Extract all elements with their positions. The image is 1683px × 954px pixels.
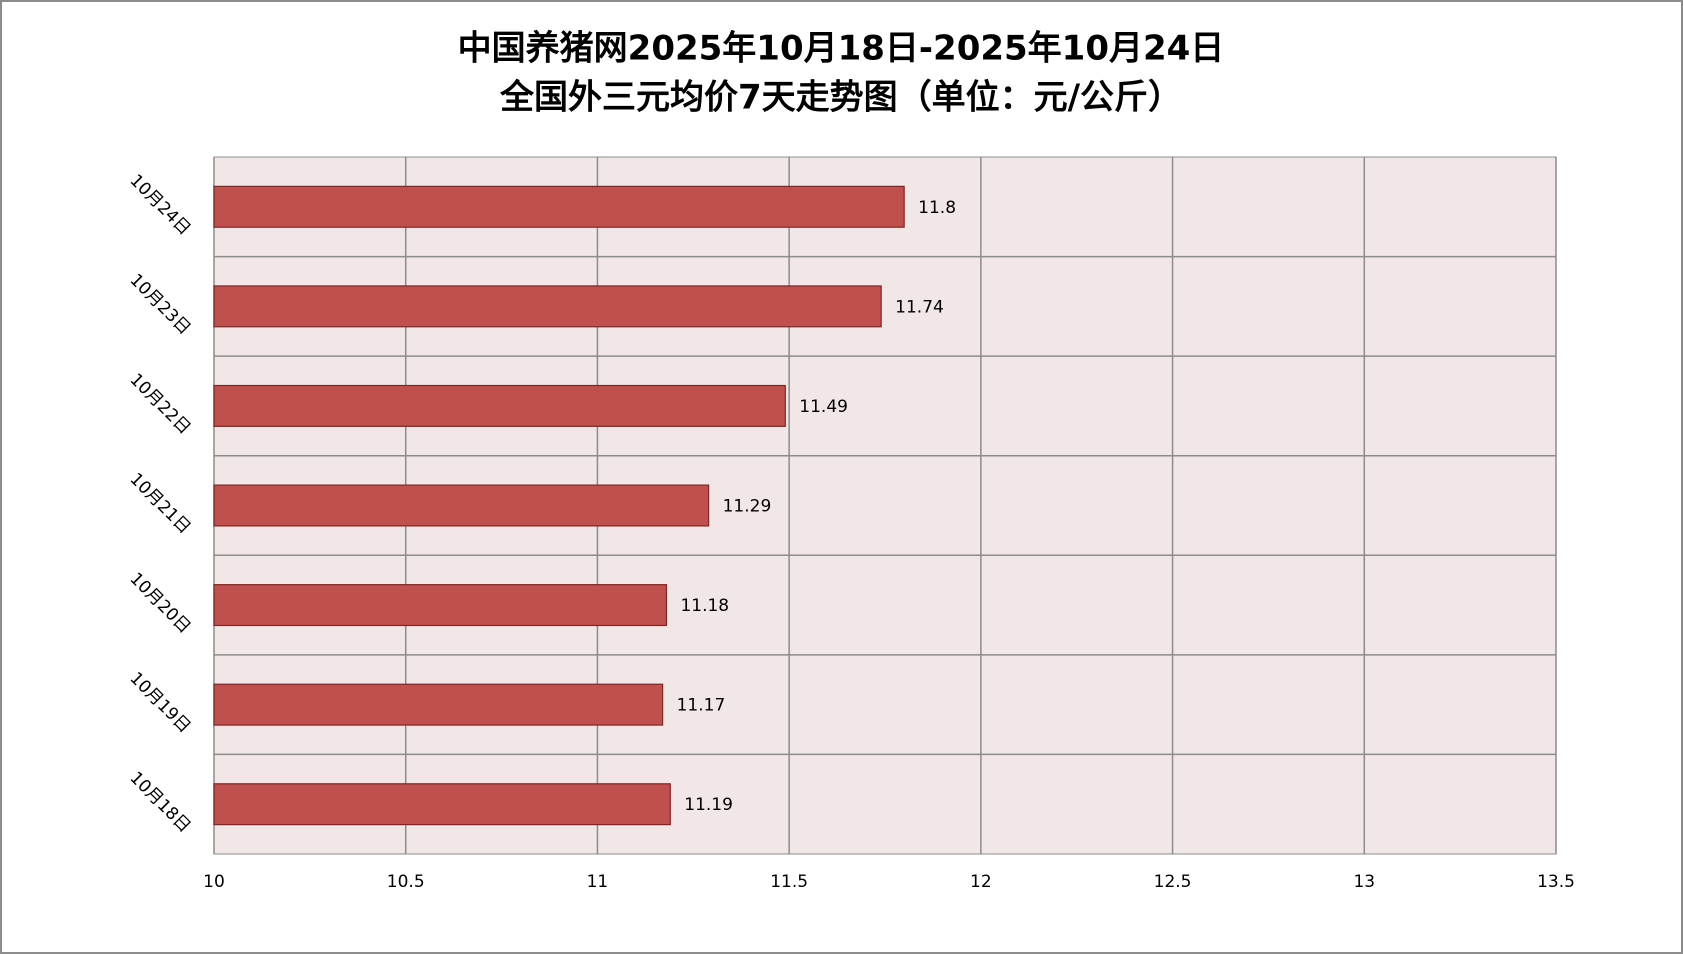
bar (213, 384, 786, 427)
data-label: 11.17 (677, 696, 726, 716)
data-label: 11.18 (680, 596, 729, 616)
data-label: 11.49 (799, 397, 848, 417)
bar (213, 484, 710, 527)
data-label: 11.74 (895, 297, 944, 317)
chart-title: 全国外三元均价7天走势图（单位：元/公斤） (499, 78, 1182, 118)
x-tick-label: 10.5 (387, 872, 425, 892)
x-tick-label: 12 (970, 872, 992, 892)
bar (213, 584, 668, 627)
bar (213, 683, 664, 726)
x-tick-label: 13 (1353, 872, 1375, 892)
x-tick-label: 11 (587, 872, 609, 892)
bar (213, 185, 905, 228)
data-label: 11.8 (918, 198, 956, 218)
bar (213, 783, 671, 826)
x-tick-label: 13.5 (1537, 872, 1575, 892)
x-tick-label: 12.5 (1154, 872, 1192, 892)
bar (213, 285, 882, 328)
data-label: 11.29 (723, 497, 772, 517)
x-tick-label: 11.5 (770, 872, 808, 892)
chart-title: 中国养猪网2025年10月18日-2025年10月24日 (458, 29, 1225, 69)
x-tick-label: 10 (203, 872, 225, 892)
data-label: 11.19 (684, 795, 733, 815)
